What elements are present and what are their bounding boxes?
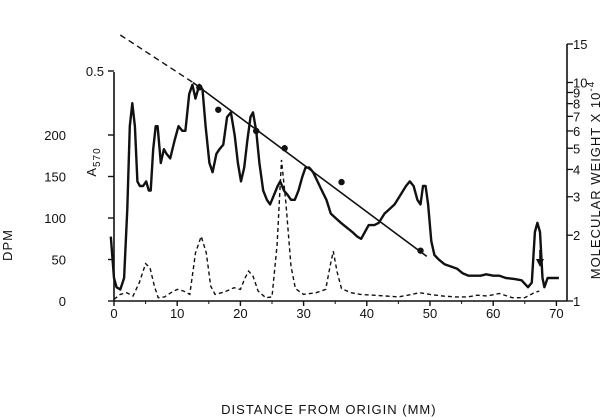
x-tick-label: 30 [296, 306, 310, 321]
mw-tick-label: 1 [573, 294, 580, 309]
x-tick-label: 50 [423, 306, 437, 321]
x-axis-title: DISTANCE FROM ORIGIN (MM) [221, 402, 436, 417]
mw-tick-label: 4 [573, 162, 580, 177]
tick-marks [108, 43, 573, 306]
mw-standard-point [417, 247, 424, 254]
x-tick-label: 20 [233, 306, 247, 321]
mw-axis-title-base: MOLECULAR WEIGHT X 10 [588, 92, 603, 280]
dpm-radioactivity-line [113, 159, 540, 300]
mw-tick-label: 5 [573, 141, 580, 156]
mw-tick-label: 2 [573, 228, 580, 243]
dpm-tick-label: 0 [59, 294, 66, 309]
mw-standard-point [253, 127, 260, 135]
mw-axis-title: MOLECULAR WEIGHT X 10-4 [586, 81, 603, 280]
mw-standard-point [281, 145, 288, 152]
marker-arrow-head [535, 259, 544, 267]
mw-tick-label: 9 [573, 85, 580, 100]
tick-labels: 0 10 20 30 40 50 60 700501001502000.51234567891… [44, 37, 587, 321]
axes [113, 44, 568, 302]
mw-standard-point [215, 106, 222, 113]
dpm-tick-label: 150 [44, 170, 66, 185]
mw-standard-point [338, 178, 345, 186]
mw-tick-label: 7 [573, 109, 580, 124]
dpm-axis-title: DPM [0, 229, 15, 261]
mw-tick-label: 3 [573, 190, 580, 205]
dpm-tick-label: 100 [44, 211, 66, 226]
x-tick-label: 0 [110, 306, 117, 321]
mw-axis-title-exponent: -4 [586, 81, 597, 92]
x-tick-label: 60 [486, 306, 500, 321]
a570-tick-label: 0.5 [86, 64, 104, 79]
a570-axis-title-subscript: 570 [92, 147, 103, 167]
mw-standard-point [196, 84, 203, 91]
a570-axis-title: A570 [84, 147, 103, 176]
mw-extrapolation-line [119, 34, 194, 84]
dpm-tick-label: 50 [52, 253, 66, 268]
x-tick-label: 10 [170, 306, 184, 321]
series-layer [109, 34, 559, 300]
x-tick-label: 70 [549, 306, 563, 321]
x-tick-label: 40 [360, 306, 374, 321]
a570-axis-title-letter: A [84, 167, 99, 177]
mw-tick-label: 6 [573, 124, 580, 139]
mw-tick-label: 10 [573, 75, 587, 90]
mw-tick-label: 8 [573, 97, 580, 112]
dpm-tick-label: 200 [44, 128, 66, 143]
mw-standard-fit-line [192, 81, 428, 258]
a570-absorbance-line [109, 83, 559, 291]
mw-tick-label: 15 [573, 37, 587, 52]
